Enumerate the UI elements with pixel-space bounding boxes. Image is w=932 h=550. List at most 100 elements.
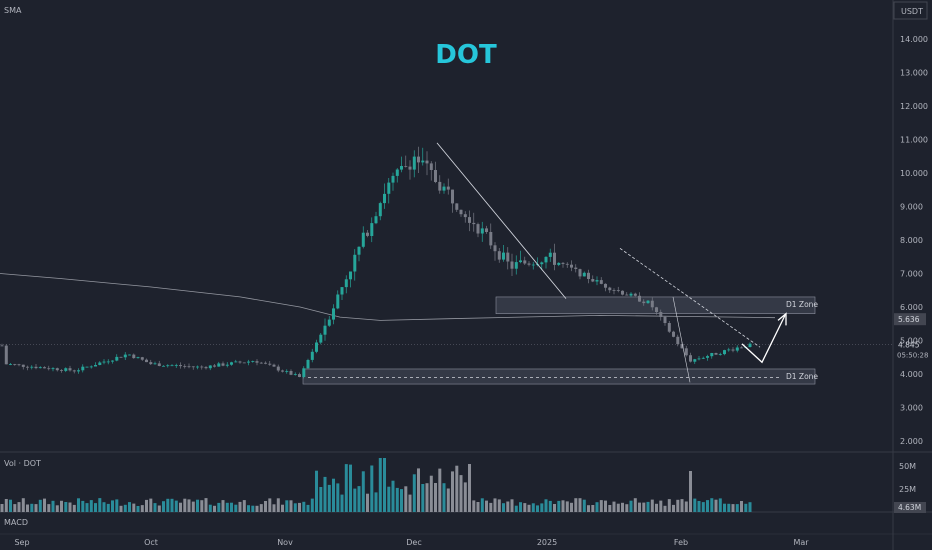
candle-body xyxy=(667,323,671,332)
volume-bar xyxy=(38,499,42,512)
candle-body xyxy=(315,342,318,352)
volume-bar xyxy=(506,501,510,512)
volume-bar xyxy=(204,498,208,512)
volume-bar xyxy=(633,498,637,512)
candle-body xyxy=(446,186,450,190)
candle-body xyxy=(323,325,327,335)
candle-body xyxy=(221,363,225,366)
candle-body xyxy=(497,251,501,260)
volume-bar xyxy=(459,475,463,512)
candle-body xyxy=(357,246,361,255)
volume-bar xyxy=(646,501,650,512)
price-tick-label: 8.000 xyxy=(900,236,923,245)
time-axis-label: Dec xyxy=(406,538,421,547)
volume-bar xyxy=(302,501,306,512)
volume-bar xyxy=(693,498,697,512)
volume-bar xyxy=(638,502,641,512)
volume-bar xyxy=(744,503,748,512)
candle-body xyxy=(51,368,55,370)
candle-body xyxy=(94,365,97,367)
candle-body xyxy=(196,366,199,368)
volume-bar xyxy=(149,498,153,512)
volume-bar xyxy=(374,492,378,512)
candle-body xyxy=(234,361,238,363)
candle-body xyxy=(242,362,246,364)
volume-bar xyxy=(98,498,102,512)
volume-tick-label: 25M xyxy=(899,485,916,494)
candle-body xyxy=(378,203,382,217)
sma-value-text: 5.636 xyxy=(898,315,920,324)
candle-body xyxy=(276,366,280,371)
indicator-label[interactable]: SMA xyxy=(4,6,22,15)
candle-body xyxy=(510,261,514,269)
volume-bar xyxy=(289,500,293,512)
volume-bar xyxy=(26,504,29,512)
volume-bar xyxy=(710,498,714,512)
candle-body xyxy=(302,368,306,377)
candle-body xyxy=(0,345,4,347)
volume-bar xyxy=(217,502,221,512)
volume-bar xyxy=(701,502,705,512)
candle-body xyxy=(85,366,89,368)
volume-bar xyxy=(259,504,263,512)
price-tick-label: 12.000 xyxy=(900,102,928,111)
volume-bar xyxy=(514,505,518,512)
volume-bar xyxy=(187,499,191,512)
volume-bar xyxy=(510,499,514,512)
candle-body xyxy=(370,223,374,236)
volume-bar xyxy=(391,480,395,512)
volume-bar xyxy=(234,504,238,512)
candle-body xyxy=(264,362,267,364)
candle-body xyxy=(531,264,535,266)
candle-body xyxy=(400,166,403,170)
volume-bar xyxy=(727,503,731,512)
projection-arrow xyxy=(741,315,786,364)
candle-body xyxy=(506,252,510,262)
candle-body xyxy=(102,361,106,363)
macd-pane-label[interactable]: MACD xyxy=(4,518,28,527)
candle-body xyxy=(38,367,42,369)
candle-body xyxy=(391,175,395,183)
currency-label[interactable]: USDT xyxy=(901,7,923,16)
candle-body xyxy=(417,156,420,163)
candle-body xyxy=(578,269,582,277)
candle-body xyxy=(565,263,569,265)
candle-body xyxy=(591,279,595,282)
volume-bar xyxy=(493,498,497,512)
price-tick-label: 14.000 xyxy=(900,35,928,44)
volume-bar xyxy=(395,487,399,512)
volume-bar xyxy=(570,502,573,512)
candle-body xyxy=(272,364,276,367)
volume-bar xyxy=(387,486,391,512)
volume-bar xyxy=(30,503,34,512)
volume-bar xyxy=(136,506,140,512)
volume-bar xyxy=(417,468,420,512)
volume-pane-label[interactable]: Vol · DOT xyxy=(4,459,41,468)
volume-bar xyxy=(319,487,323,512)
candle-body xyxy=(166,365,170,367)
candle-body xyxy=(706,356,709,358)
candle-body xyxy=(621,290,624,295)
time-axis-label: Nov xyxy=(277,538,293,547)
volume-bar xyxy=(166,498,170,512)
candle-body xyxy=(332,308,335,320)
candle-body xyxy=(489,232,493,246)
countdown-text: 05:50:28 xyxy=(897,352,928,360)
volume-bar xyxy=(264,501,267,512)
volume-bar xyxy=(191,501,195,512)
volume-bar xyxy=(89,500,93,512)
chart-title: DOT xyxy=(435,40,497,70)
volume-bar xyxy=(153,503,157,512)
candle-body xyxy=(149,362,153,365)
price-tick-label: 13.000 xyxy=(900,69,928,78)
candle-body xyxy=(353,254,357,272)
volume-bar xyxy=(383,458,386,512)
candle-body xyxy=(145,359,148,363)
volume-bar xyxy=(629,500,633,512)
volume-bar xyxy=(157,505,161,512)
candle-body xyxy=(9,364,12,365)
volume-bar xyxy=(332,478,335,512)
volume-bar xyxy=(748,502,752,512)
volume-bar xyxy=(174,500,178,512)
